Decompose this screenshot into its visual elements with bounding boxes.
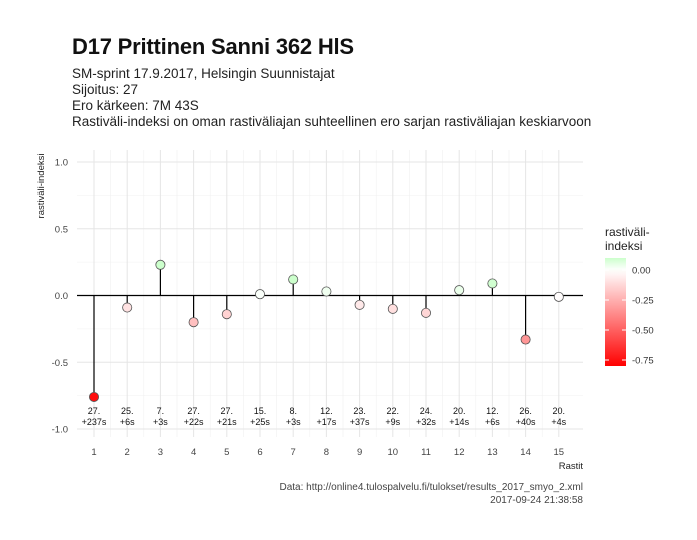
- point-label-diff: +37s: [350, 417, 370, 427]
- x-tick-label: 7: [291, 447, 296, 458]
- legend-tick-label: -0.25: [632, 296, 654, 307]
- point-label-rank: 22.: [387, 406, 400, 416]
- y-tick-label: 1.0: [55, 158, 68, 169]
- subtitle-description: Rastiväli-indeksi on oman rastiväliajan …: [72, 114, 592, 129]
- point-label-diff: +14s: [449, 417, 469, 427]
- point-label-rank: 12.: [486, 406, 499, 416]
- legend-tick-label: 0.00: [632, 266, 651, 277]
- point-label-rank: 23.: [353, 406, 366, 416]
- data-point: [454, 285, 465, 296]
- data-point: [254, 289, 265, 300]
- x-tick-label: 6: [257, 447, 262, 458]
- subtitle-rank: Sijoitus: 27: [72, 82, 139, 97]
- caption-source: Data: http://online4.tulospalvelu.fi/tul…: [279, 482, 583, 493]
- y-tick-label: -1.0: [52, 425, 68, 436]
- data-point: [89, 391, 100, 402]
- data-point: [487, 278, 498, 289]
- x-tick-label: 5: [224, 447, 229, 458]
- y-tick-label: 0.5: [55, 224, 68, 235]
- legend: rastiväli-indeksi 0.00 -0.25 -0.50 -0.75: [605, 225, 654, 367]
- data-point: [188, 317, 199, 328]
- x-tick-label: 2: [125, 447, 130, 458]
- point-label-rank: 8.: [289, 406, 297, 416]
- point-label-rank: 26.: [519, 406, 532, 416]
- point-label-diff: +22s: [184, 417, 204, 427]
- point-label-rank: 27.: [187, 406, 200, 416]
- data-point: [122, 302, 133, 313]
- point-label-diff: +21s: [217, 417, 237, 427]
- point-label-rank: 24.: [420, 406, 433, 416]
- x-tick-label: 9: [357, 447, 362, 458]
- point-label-diff: +6s: [120, 417, 135, 427]
- data-point: [221, 309, 232, 320]
- point-label-diff: +237s: [82, 417, 107, 427]
- x-tick-label: 15: [554, 447, 565, 458]
- point-labels: 27.+237s25.+6s7.+3s27.+22s27.+21s15.+25s…: [82, 406, 567, 427]
- point-label-rank: 15.: [254, 406, 267, 416]
- legend-tick-label: -0.50: [632, 326, 654, 337]
- data-point: [387, 303, 398, 314]
- legend-tick-label: -0.75: [632, 356, 654, 367]
- point-label-diff: +17s: [317, 417, 337, 427]
- point-label-diff: +25s: [250, 417, 270, 427]
- point-label-rank: 7.: [157, 406, 165, 416]
- subtitle-gap: Ero kärkeen: 7M 43S: [72, 98, 199, 113]
- x-tick-label: 14: [520, 447, 531, 458]
- point-label-diff: +6s: [485, 417, 500, 427]
- data-point: [420, 307, 431, 318]
- data-point: [520, 334, 531, 345]
- point-label-diff: +3s: [153, 417, 168, 427]
- x-tick-label: 1: [91, 447, 96, 458]
- point-label-rank: 20.: [453, 406, 466, 416]
- legend-title-line2: indeksi: [605, 239, 642, 253]
- point-label-diff: +9s: [385, 417, 400, 427]
- x-tick-label: 12: [454, 447, 465, 458]
- data-point: [288, 274, 299, 285]
- caption-timestamp: 2017-09-24 21:38:58: [490, 495, 583, 506]
- x-tick-label: 13: [487, 447, 498, 458]
- y-tick-label: -0.5: [52, 358, 68, 369]
- subtitle-event: SM-sprint 17.9.2017, Helsingin Suunnista…: [72, 66, 335, 81]
- point-label-diff: +32s: [416, 417, 436, 427]
- points: [89, 259, 564, 402]
- point-label-rank: 27.: [221, 406, 234, 416]
- legend-colorbar: [605, 258, 626, 366]
- chart-title: D17 Prittinen Sanni 362 HlS: [72, 34, 354, 59]
- stems: [93, 264, 560, 397]
- x-tick-label: 4: [191, 447, 196, 458]
- x-tick-label: 11: [421, 447, 431, 458]
- point-label-rank: 25.: [121, 406, 134, 416]
- y-axis-label: rastiväli-indeksi: [36, 154, 47, 219]
- point-label-rank: 12.: [320, 406, 333, 416]
- x-tick-label: 8: [324, 447, 329, 458]
- data-point: [354, 299, 365, 310]
- x-tick-label: 3: [158, 447, 163, 458]
- point-label-diff: +4s: [551, 417, 566, 427]
- x-axis-label: Rastit: [559, 461, 584, 472]
- point-label-diff: +3s: [286, 417, 301, 427]
- x-tick-label: 10: [388, 447, 399, 458]
- data-point: [155, 259, 166, 270]
- point-label-rank: 27.: [88, 406, 101, 416]
- data-point: [553, 291, 564, 302]
- legend-title-line1: rastiväli-: [605, 225, 650, 239]
- point-label-rank: 20.: [553, 406, 566, 416]
- point-label-diff: +40s: [516, 417, 536, 427]
- y-axis: -1.0 -0.5 0.0 0.5 1.0 rastiväli-indeksi: [36, 154, 583, 436]
- y-tick-label: 0.0: [55, 291, 68, 302]
- data-point: [321, 286, 332, 297]
